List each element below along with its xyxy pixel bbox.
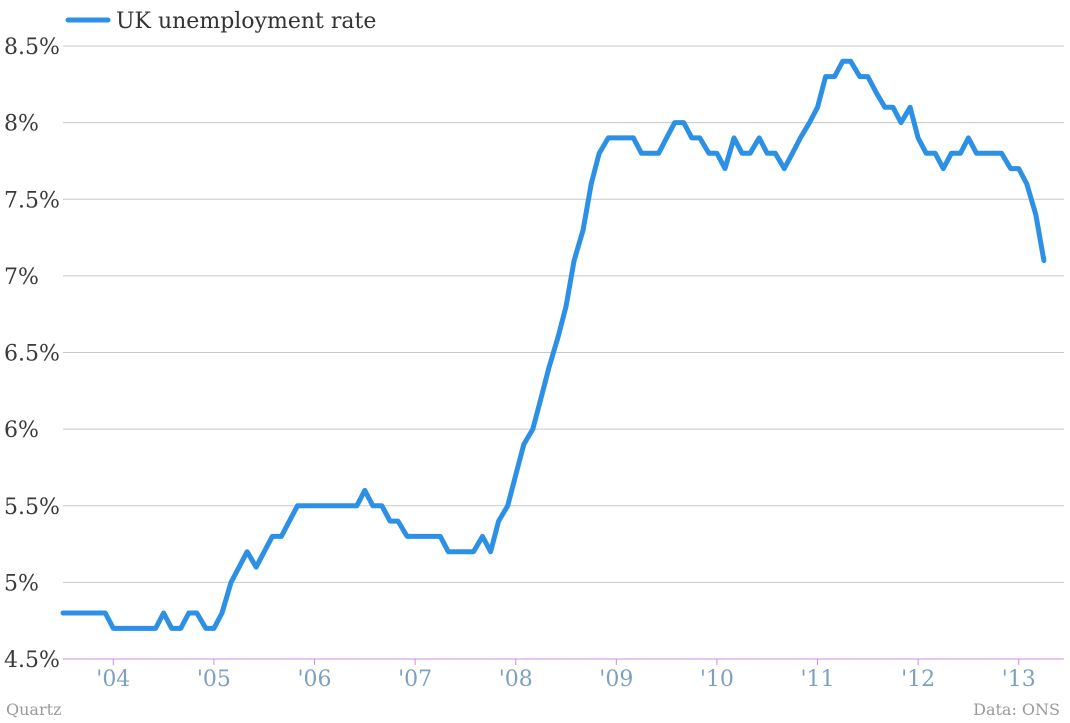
- x-tick-label: '04: [96, 667, 130, 692]
- legend: UK unemployment rate: [65, 9, 376, 34]
- y-tick-label: 5.5%: [4, 495, 60, 520]
- x-tick-label: '08: [499, 667, 533, 692]
- x-tick-label: '06: [297, 667, 331, 692]
- y-tick-label: 5%: [4, 571, 39, 596]
- x-tick-label: '09: [599, 667, 633, 692]
- x-tick-label: '11: [800, 667, 834, 692]
- x-tick-label: '07: [398, 667, 432, 692]
- y-tick-label: 7%: [4, 265, 39, 290]
- series-line: [60, 58, 1047, 631]
- series-group: [60, 58, 1047, 631]
- y-tick-label: 6%: [4, 418, 39, 443]
- credit-text: Quartz: [6, 700, 62, 719]
- y-axis: 4.5% 5% 5.5% 6% 6.5% 7% 7.5% 8% 8.5%: [4, 35, 60, 673]
- y-tick-label: 8%: [4, 112, 39, 137]
- legend-label: UK unemployment rate: [116, 9, 376, 34]
- x-axis: '04 '05 '06 '07 '08 '09 '10 '11 '12 '13: [96, 659, 1036, 692]
- y-tick-label: 8.5%: [4, 35, 60, 60]
- gridlines: [63, 45, 1064, 660]
- y-tick-label: 7.5%: [4, 188, 60, 213]
- x-tick-label: '10: [700, 667, 734, 692]
- y-tick-label: 6.5%: [4, 342, 60, 367]
- source-text: Data: ONS: [973, 700, 1060, 719]
- x-tick-label: '12: [901, 667, 935, 692]
- x-tick-label: '13: [1002, 667, 1036, 692]
- x-tick-label: '05: [197, 667, 231, 692]
- y-tick-label: 4.5%: [4, 648, 60, 673]
